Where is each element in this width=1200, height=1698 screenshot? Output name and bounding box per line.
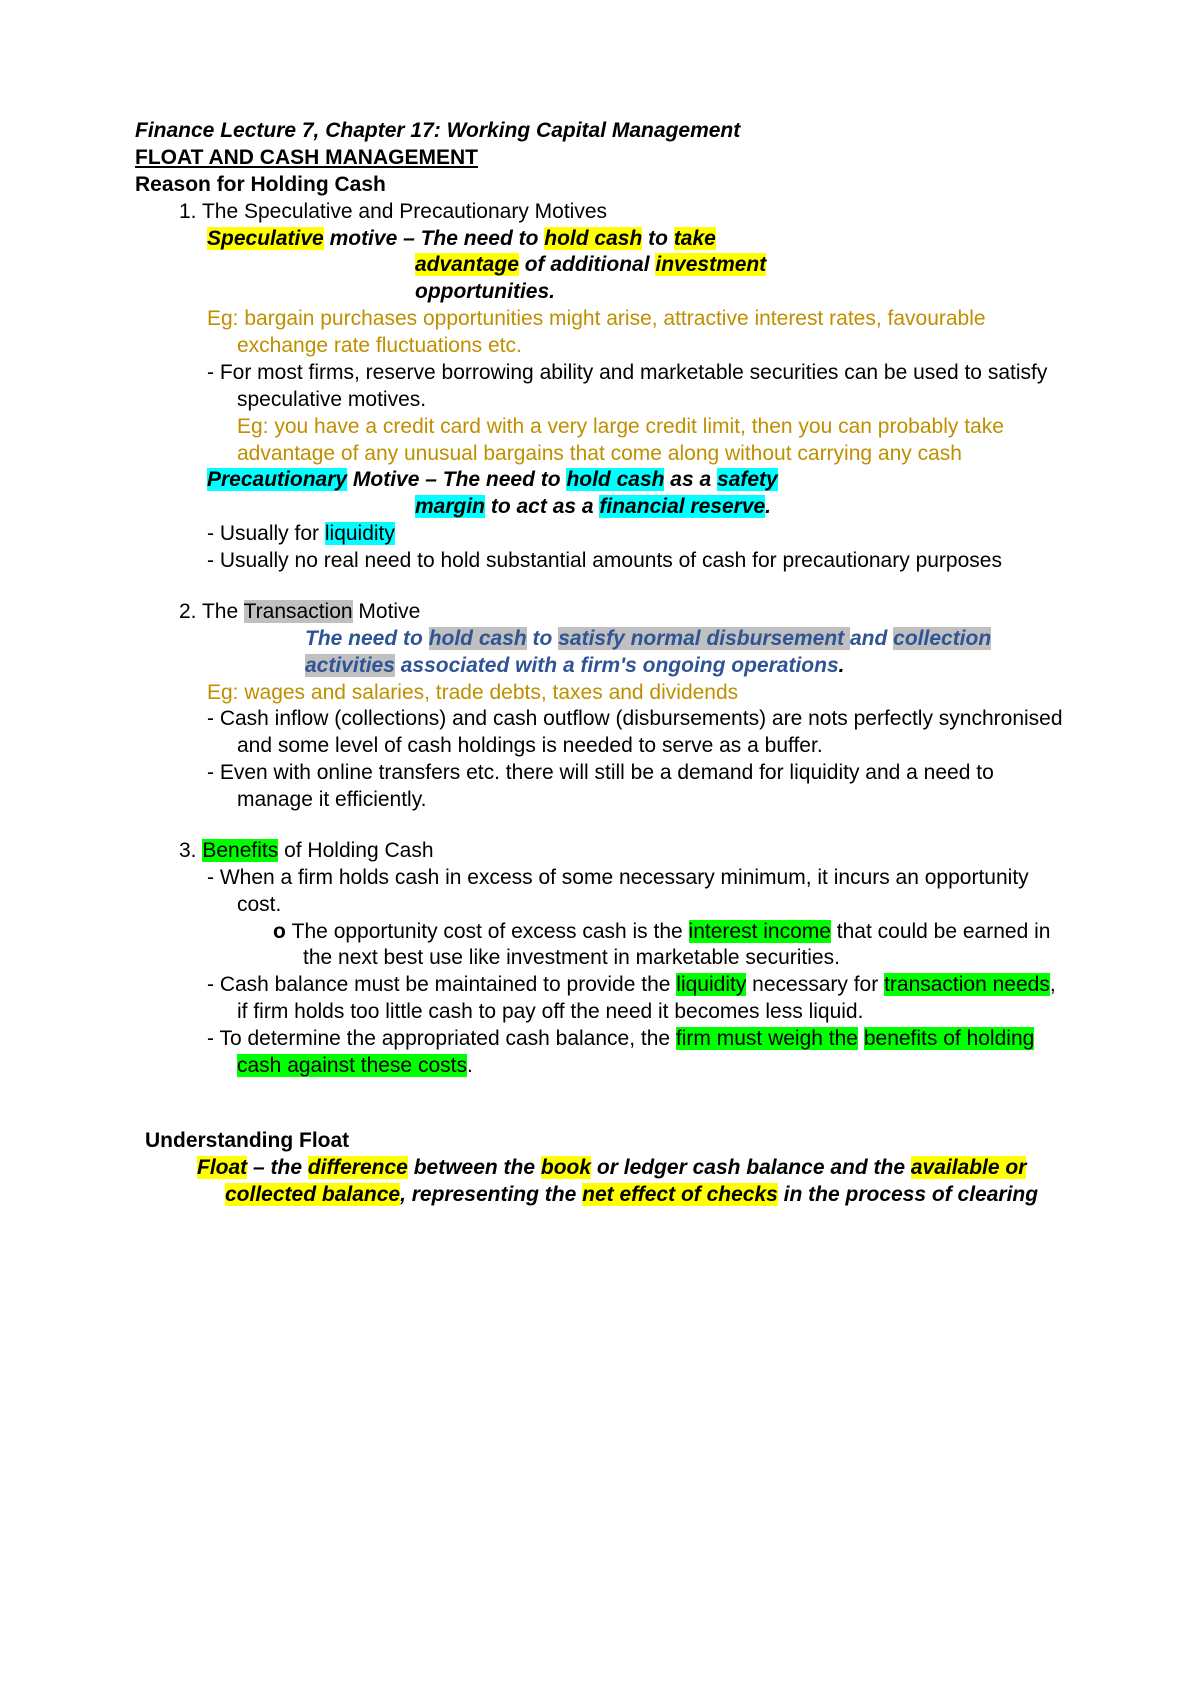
transaction-def: The need to hold cash to satisfy normal … — [135, 626, 1070, 680]
lecture-title: Finance Lecture 7, Chapter 17: Working C… — [135, 118, 1070, 145]
speculative-def-line1: Speculative motive – The need to hold ca… — [135, 226, 1070, 253]
document-page: Finance Lecture 7, Chapter 17: Working C… — [0, 0, 1200, 1308]
dash-4: - Cash inflow (collections) and cash out… — [135, 706, 1070, 760]
speculative-def-line2: advantage of additional investment — [135, 252, 1070, 279]
dash-7: - Cash balance must be maintained to pro… — [135, 972, 1070, 1026]
example-2: Eg: you have a credit card with a very l… — [135, 414, 1070, 468]
dash-6: - When a firm holds cash in excess of so… — [135, 865, 1070, 919]
example-1: Eg: bargain purchases opportunities migh… — [135, 306, 1070, 360]
dash-8: - To determine the appropriated cash bal… — [135, 1026, 1070, 1080]
item-1: 1. The Speculative and Precautionary Mot… — [135, 199, 1070, 226]
speculative-def-line3: opportunities. — [135, 279, 1070, 306]
example-3: Eg: wages and salaries, trade debts, tax… — [135, 680, 1070, 707]
dash-1: - For most firms, reserve borrowing abil… — [135, 360, 1070, 414]
item-3: 3. Benefits of Holding Cash — [135, 838, 1070, 865]
understanding-float-heading: Understanding Float — [135, 1128, 1070, 1155]
precautionary-def-line2: margin to act as a financial reserve. — [135, 494, 1070, 521]
dash-6-sub: o The opportunity cost of excess cash is… — [135, 919, 1070, 973]
dash-3: - Usually no real need to hold substanti… — [135, 548, 1070, 575]
section-float-cash: FLOAT AND CASH MANAGEMENT — [135, 145, 1070, 172]
float-def: Float – the difference between the book … — [135, 1155, 1070, 1209]
dash-5: - Even with online transfers etc. there … — [135, 760, 1070, 814]
item-2: 2. The Transaction Motive — [135, 599, 1070, 626]
reason-heading: Reason for Holding Cash — [135, 172, 1070, 199]
precautionary-def-line1: Precautionary Motive – The need to hold … — [135, 467, 1070, 494]
dash-2: - Usually for liquidity — [135, 521, 1070, 548]
